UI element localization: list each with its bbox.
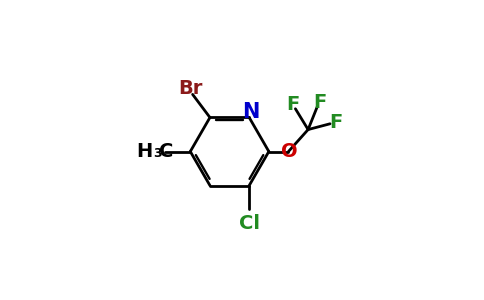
- Text: F: F: [287, 95, 300, 114]
- Text: Cl: Cl: [239, 214, 260, 233]
- Text: H: H: [136, 142, 152, 161]
- Text: O: O: [281, 142, 298, 161]
- Text: C: C: [159, 142, 173, 161]
- Text: Br: Br: [178, 79, 202, 98]
- Text: F: F: [314, 93, 327, 112]
- Text: F: F: [329, 113, 343, 132]
- Text: 3: 3: [153, 147, 162, 160]
- Text: N: N: [242, 102, 259, 122]
